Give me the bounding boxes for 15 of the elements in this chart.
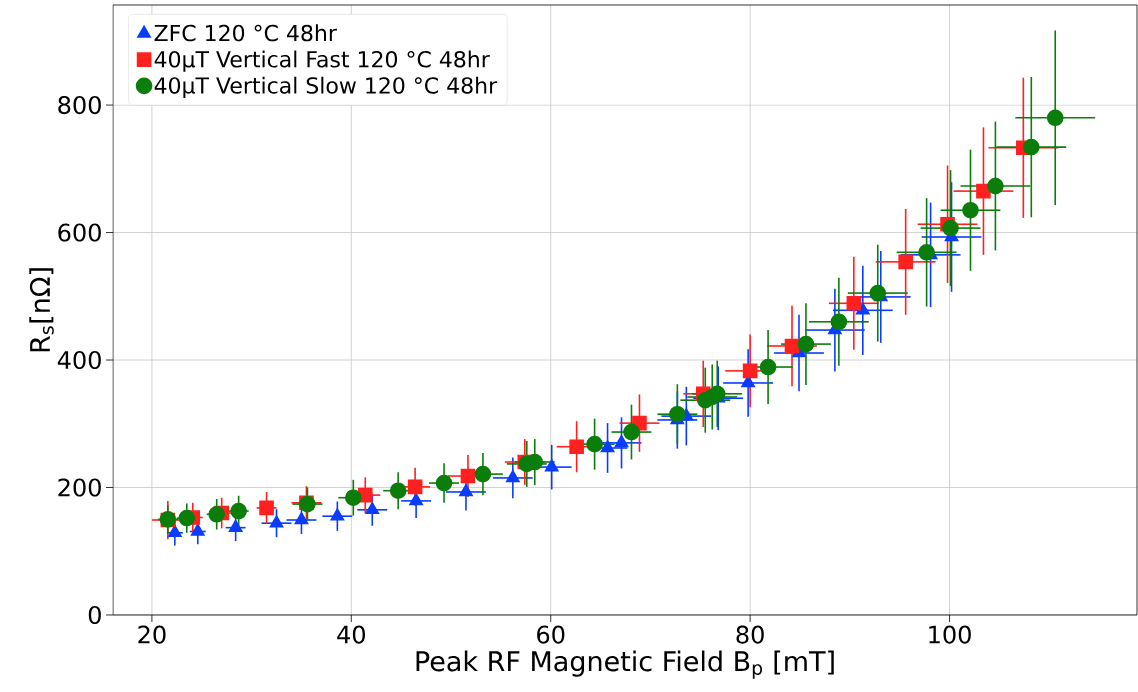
x-tick-label: 20 bbox=[138, 625, 166, 644]
x-tick-label: 40 bbox=[337, 625, 365, 644]
y-tick-label: 200 bbox=[58, 478, 101, 497]
y-tick-label: 800 bbox=[58, 95, 101, 115]
x-tick-label: 60 bbox=[537, 625, 565, 644]
x-axis-title: Peak RF Magnetic Field B$_{p}$ [mT] bbox=[416, 650, 834, 679]
x-tick-label: 80 bbox=[736, 625, 764, 644]
x-tick-label: 100 bbox=[929, 625, 971, 644]
legend-label: 40μT Vertical Fast 120 °C 48hr bbox=[154, 50, 490, 72]
y-tick-label: 400 bbox=[57, 350, 101, 370]
y-tick-label: 600 bbox=[58, 223, 101, 242]
legend-label: ZFC 120 °C 48hr bbox=[154, 24, 337, 42]
y-axis-title: R$_{s}$[nΩ] bbox=[29, 268, 54, 352]
y-tick-label: 0 bbox=[88, 605, 101, 625]
legend-label: 40μT Vertical Slow 120 °C 48hr bbox=[154, 76, 498, 99]
